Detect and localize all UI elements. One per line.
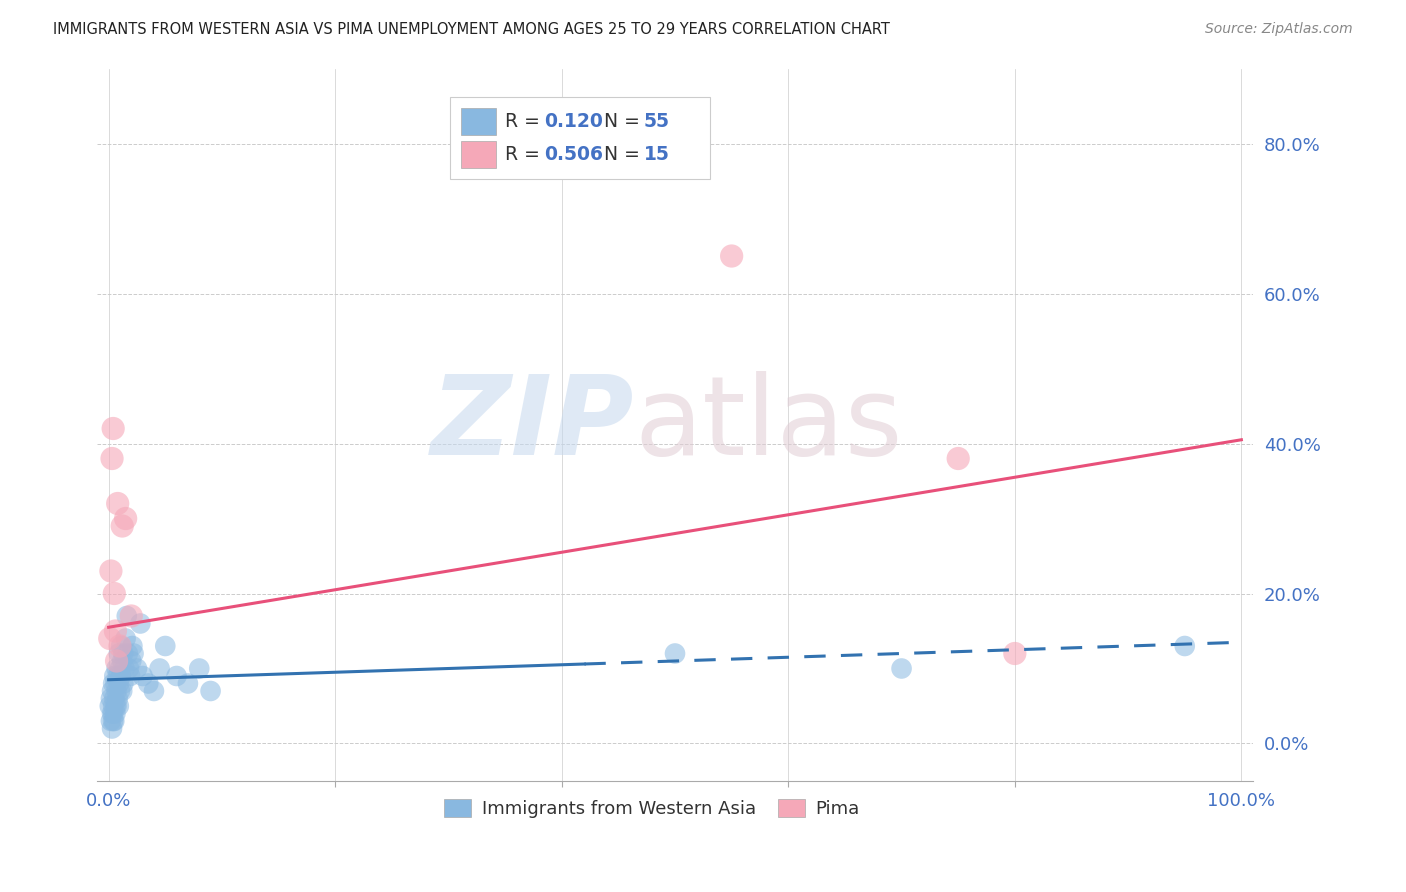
Point	[104, 676, 127, 690]
Point	[110, 669, 132, 683]
Point	[101, 684, 124, 698]
Point	[1004, 647, 1026, 661]
Point	[720, 249, 742, 263]
Point	[122, 647, 145, 661]
FancyBboxPatch shape	[450, 97, 710, 179]
Point	[107, 691, 129, 706]
Point	[108, 676, 131, 690]
Point	[890, 661, 912, 675]
Point	[108, 639, 131, 653]
Point	[100, 714, 122, 728]
Point	[108, 684, 131, 698]
Point	[136, 676, 159, 690]
Point	[115, 609, 138, 624]
Text: R =: R =	[505, 145, 546, 164]
Text: atlas: atlas	[634, 371, 903, 478]
Point	[108, 661, 131, 675]
Point	[101, 421, 124, 435]
Text: IMMIGRANTS FROM WESTERN ASIA VS PIMA UNEMPLOYMENT AMONG AGES 25 TO 29 YEARS CORR: IMMIGRANTS FROM WESTERN ASIA VS PIMA UNE…	[53, 22, 890, 37]
Point	[104, 706, 127, 721]
Point	[107, 669, 129, 683]
Point	[200, 684, 222, 698]
Point	[100, 564, 122, 578]
Point	[111, 519, 134, 533]
Text: 0.120: 0.120	[544, 112, 603, 131]
Legend: Immigrants from Western Asia, Pima: Immigrants from Western Asia, Pima	[437, 791, 868, 825]
Point	[101, 676, 124, 690]
Text: N =: N =	[592, 112, 645, 131]
Point	[112, 676, 135, 690]
Point	[177, 676, 200, 690]
Point	[110, 639, 132, 653]
Point	[105, 698, 128, 713]
Y-axis label: Unemployment Among Ages 25 to 29 years: Unemployment Among Ages 25 to 29 years	[0, 243, 8, 607]
Point	[114, 511, 136, 525]
Point	[101, 706, 124, 721]
Point	[101, 714, 124, 728]
Point	[120, 654, 142, 668]
Point	[125, 661, 148, 675]
Point	[120, 609, 142, 624]
Point	[118, 661, 141, 675]
FancyBboxPatch shape	[461, 108, 496, 135]
Point	[98, 698, 121, 713]
Point	[101, 722, 124, 736]
Point	[100, 691, 122, 706]
Point	[166, 669, 188, 683]
Point	[105, 661, 128, 675]
Point	[104, 698, 127, 713]
Point	[108, 647, 131, 661]
Point	[155, 639, 177, 653]
Point	[948, 451, 970, 466]
Point	[131, 669, 153, 683]
Point	[111, 654, 134, 668]
Text: 55: 55	[644, 112, 669, 131]
Point	[149, 661, 172, 675]
Text: 0.506: 0.506	[544, 145, 603, 164]
Point	[98, 632, 121, 646]
Point	[664, 647, 686, 661]
Point	[117, 647, 139, 661]
FancyBboxPatch shape	[461, 141, 496, 169]
Point	[120, 669, 142, 683]
Point	[142, 684, 165, 698]
Point	[188, 661, 211, 675]
Point	[101, 451, 124, 466]
Point	[103, 586, 125, 600]
Point	[114, 661, 136, 675]
Point	[108, 698, 131, 713]
Text: Source: ZipAtlas.com: Source: ZipAtlas.com	[1205, 22, 1353, 37]
Point	[103, 691, 125, 706]
Point	[121, 639, 143, 653]
Point	[103, 669, 125, 683]
Point	[114, 632, 136, 646]
Point	[129, 616, 152, 631]
Point	[112, 647, 135, 661]
Point	[103, 714, 125, 728]
Point	[1174, 639, 1197, 653]
Point	[101, 706, 124, 721]
Point	[107, 496, 129, 510]
Text: R =: R =	[505, 112, 546, 131]
Point	[105, 654, 128, 668]
Point	[104, 624, 127, 638]
Point	[105, 684, 128, 698]
Point	[111, 684, 134, 698]
Text: 15: 15	[644, 145, 669, 164]
Text: ZIP: ZIP	[432, 371, 634, 478]
Text: N =: N =	[592, 145, 645, 164]
Point	[101, 698, 124, 713]
